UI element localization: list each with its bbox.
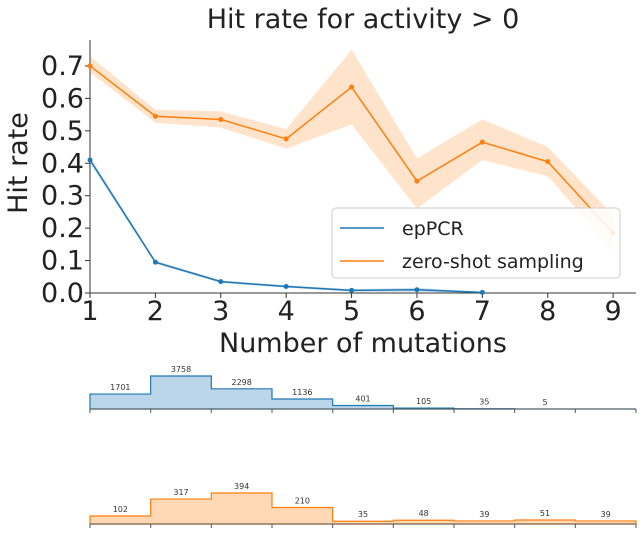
data-point	[414, 178, 420, 184]
count-label: 5	[542, 398, 547, 407]
x-tick-label: 3	[212, 296, 229, 327]
data-point	[87, 63, 93, 69]
y-tick-label: 0.7	[41, 51, 84, 82]
line-plot: 0.00.10.20.30.40.50.60.7 1 2 3 4 5 6 7 8 9	[41, 40, 636, 327]
count-label: 105	[416, 397, 431, 406]
y-tick-label: 0.6	[41, 83, 84, 114]
count-label: 102	[113, 505, 128, 514]
count-label: 1136	[292, 388, 312, 397]
histogram-steps	[89, 375, 636, 410]
count-label: 51	[540, 509, 550, 518]
y-tick-label: 0.1	[41, 246, 84, 277]
data-point	[87, 157, 93, 163]
x-tick-label: 9	[605, 296, 622, 327]
legend: epPCR zero-shot sampling	[331, 207, 621, 279]
y-tick-label: 0.2	[41, 213, 84, 244]
data-point	[479, 139, 485, 145]
count-label: 1701	[110, 383, 130, 392]
data-point	[349, 84, 355, 90]
data-point	[479, 289, 485, 295]
y-tick-label: 0.3	[41, 181, 84, 212]
x-tick-label: 5	[343, 296, 360, 327]
x-tick-label: 8	[539, 296, 556, 327]
x-tick-label: 6	[408, 296, 425, 327]
y-tick-label: 0.0	[41, 278, 84, 309]
legend-box	[331, 207, 621, 279]
count-label: 2298	[231, 378, 251, 387]
count-label: 317	[173, 488, 188, 497]
count-label: 39	[479, 510, 489, 519]
histogram-zero-shot-sampling: 102 317 394 210 35 48 39 51 39	[89, 482, 637, 528]
data-point	[152, 113, 158, 119]
count-label: 401	[355, 394, 370, 403]
data-point	[218, 116, 224, 122]
count-label: 3758	[171, 365, 191, 374]
data-point	[545, 159, 551, 165]
count-label: 394	[234, 482, 249, 491]
legend-label: zero-shot sampling	[402, 251, 584, 273]
data-point	[283, 284, 289, 290]
count-label: 35	[358, 510, 368, 519]
x-tick-label: 1	[81, 296, 98, 327]
count-label: 35	[479, 398, 489, 407]
histogram-epPCR: 1701 3758 2298 1136 401 105 35 5	[89, 365, 637, 413]
y-tick-label: 0.4	[41, 148, 84, 179]
data-point	[218, 279, 224, 285]
y-axis-label: Hit rate	[3, 112, 34, 214]
data-point	[152, 259, 158, 265]
histogram-steps	[89, 492, 637, 525]
x-tick-label: 4	[278, 296, 295, 327]
data-point	[349, 287, 355, 293]
data-point	[283, 136, 289, 142]
count-label: 48	[419, 509, 429, 518]
x-tick-label: 7	[474, 296, 491, 327]
count-label: 39	[601, 510, 611, 519]
chart-title: Hit rate for activity > 0	[207, 4, 520, 35]
y-tick-label: 0.5	[41, 116, 84, 147]
count-label: 210	[295, 496, 310, 505]
x-axis-label: Number of mutations	[219, 328, 507, 359]
x-tick-label: 2	[147, 296, 164, 327]
data-point	[414, 287, 420, 293]
legend-label: epPCR	[402, 218, 464, 240]
